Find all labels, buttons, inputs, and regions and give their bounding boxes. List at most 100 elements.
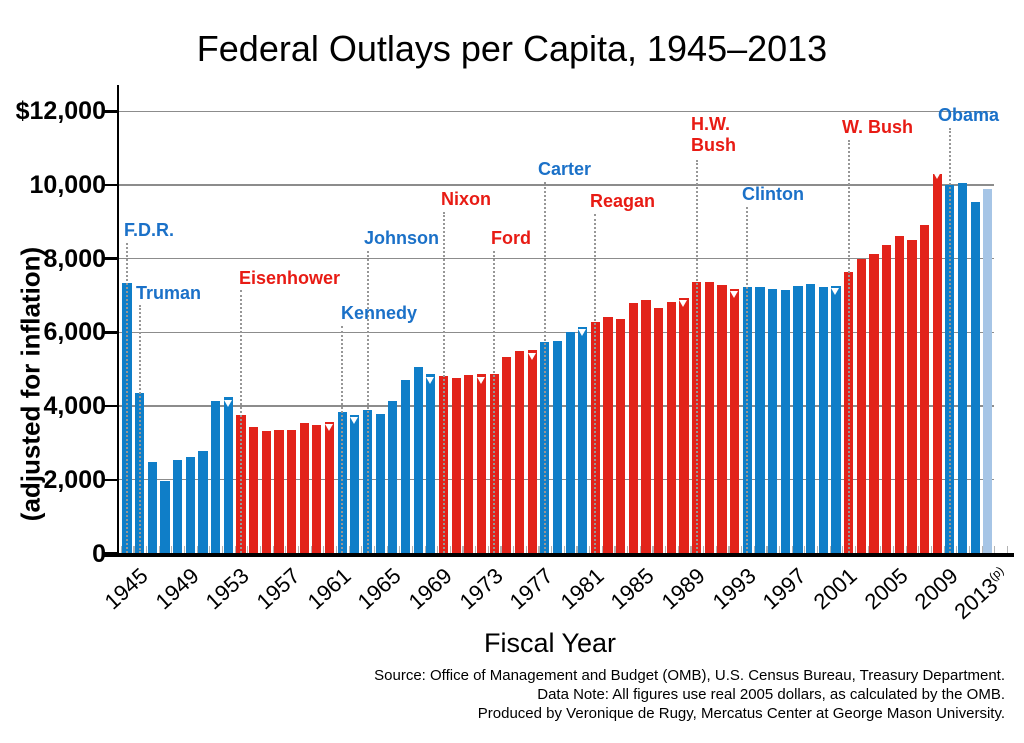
president-label-obama: Obama	[938, 105, 1000, 125]
x-minor-tick	[183, 545, 186, 554]
bar-1998	[793, 286, 803, 554]
source-note: Source: Office of Management and Budget …	[374, 666, 1005, 723]
x-minor-tick	[551, 545, 553, 554]
x-minor-tick	[487, 545, 489, 554]
y-tick-label-0: 0	[92, 539, 106, 568]
x-minor-tick	[804, 545, 806, 554]
x-minor-tick	[285, 545, 287, 554]
bar-1963	[350, 414, 360, 554]
president-label-hw-bush: H.W. Bush	[691, 114, 736, 155]
x-minor-tick	[449, 545, 452, 554]
x-minor-tick	[576, 545, 578, 554]
x-tick-label-1997: 1997	[757, 563, 812, 615]
bar-2005	[882, 245, 892, 554]
bar-1949	[173, 459, 183, 554]
bar-1961	[324, 421, 335, 554]
x-minor-tick	[842, 545, 844, 554]
source-line-2: Data Note: All figures use real 2005 dol…	[537, 686, 1005, 703]
bar-1999	[806, 283, 816, 554]
bar-2006	[894, 236, 904, 554]
x-minor-tick	[981, 545, 983, 554]
president-line-w-bush	[847, 140, 850, 553]
president-label-reagan: Reagan	[590, 191, 656, 211]
bar-1960	[312, 424, 322, 554]
bar-1983	[603, 317, 613, 554]
transition-marker-1963	[350, 417, 359, 425]
president-label-fdr: F.D.R.	[124, 220, 175, 240]
x-minor-tick	[589, 545, 591, 554]
bar-1966	[388, 400, 398, 554]
x-minor-tick	[1006, 545, 1009, 554]
x-tick-label-1977: 1977	[504, 563, 558, 615]
transition-marker-1961	[324, 424, 333, 432]
x-minor-tick	[880, 545, 882, 554]
x-minor-tick	[601, 545, 603, 554]
x-minor-tick	[348, 545, 350, 554]
y-tick-label-2000: 2,000	[43, 465, 106, 494]
bar-1979	[552, 341, 563, 554]
x-tick-label-2001: 2001	[808, 563, 862, 615]
bar-1972	[464, 374, 474, 554]
x-minor-tick	[424, 545, 426, 554]
y-tick-2000	[103, 478, 118, 482]
x-minor-tick	[500, 545, 502, 554]
bar-1995	[755, 287, 765, 554]
chart-title: Federal Outlays per Capita, 1945–2013	[196, 28, 828, 69]
gridline-8000	[118, 258, 994, 260]
bar-1997	[780, 289, 790, 554]
x-minor-tick	[956, 545, 958, 554]
president-line-nixon	[442, 212, 445, 553]
gridline-6000	[118, 331, 994, 334]
y-tick-12000	[103, 110, 118, 113]
x-minor-tick	[741, 545, 743, 554]
bar-1984	[616, 318, 626, 554]
x-minor-tick	[259, 545, 262, 554]
x-minor-tick	[614, 545, 616, 554]
x-minor-tick	[310, 545, 312, 554]
x-minor-tick	[196, 545, 198, 554]
y-tick-label-12000: $12,000	[15, 97, 106, 126]
y-tick-label-6000: 6,000	[43, 318, 106, 347]
y-axis-line	[117, 85, 119, 554]
x-minor-tick	[373, 545, 376, 554]
bar-1955	[249, 427, 259, 554]
x-minor-tick	[120, 545, 122, 554]
transition-marker-1993	[730, 291, 739, 299]
president-line-truman	[138, 305, 141, 553]
x-minor-tick	[272, 545, 274, 554]
transition-marker-1977	[527, 352, 536, 360]
bar-2003	[856, 259, 866, 554]
transition-marker-2001	[831, 288, 840, 296]
president-line-johnson	[366, 251, 369, 553]
x-minor-tick	[829, 545, 831, 554]
x-minor-tick	[778, 545, 781, 554]
bar-2001	[831, 285, 841, 554]
bar-1950	[185, 456, 195, 554]
bar-2008	[919, 225, 930, 554]
president-label-nixon: Nixon	[441, 189, 492, 209]
x-minor-tick	[854, 545, 857, 554]
x-minor-tick	[766, 545, 768, 554]
x-tick-label-1989: 1989	[656, 563, 710, 615]
bar-1988	[666, 302, 676, 554]
bar-1989	[679, 297, 689, 554]
transition-marker-1981	[578, 329, 587, 336]
x-minor-tick	[728, 545, 730, 554]
x-minor-tick	[437, 545, 439, 554]
x-tick-label-1985: 1985	[606, 563, 660, 615]
bar-1996	[768, 288, 778, 554]
x-minor-tick	[133, 545, 135, 554]
president-label-truman: Truman	[136, 283, 202, 303]
x-minor-tick	[221, 545, 224, 554]
x-minor-tick	[994, 545, 996, 554]
transition-marker-1969	[426, 376, 435, 384]
x-minor-tick	[234, 545, 236, 554]
president-label-eisenhower: Eisenhower	[239, 268, 341, 288]
bar-2013	[983, 188, 993, 554]
bar-1976	[514, 350, 525, 554]
x-minor-tick	[209, 545, 211, 554]
x-minor-tick	[525, 545, 527, 554]
bar-1968	[413, 367, 423, 554]
